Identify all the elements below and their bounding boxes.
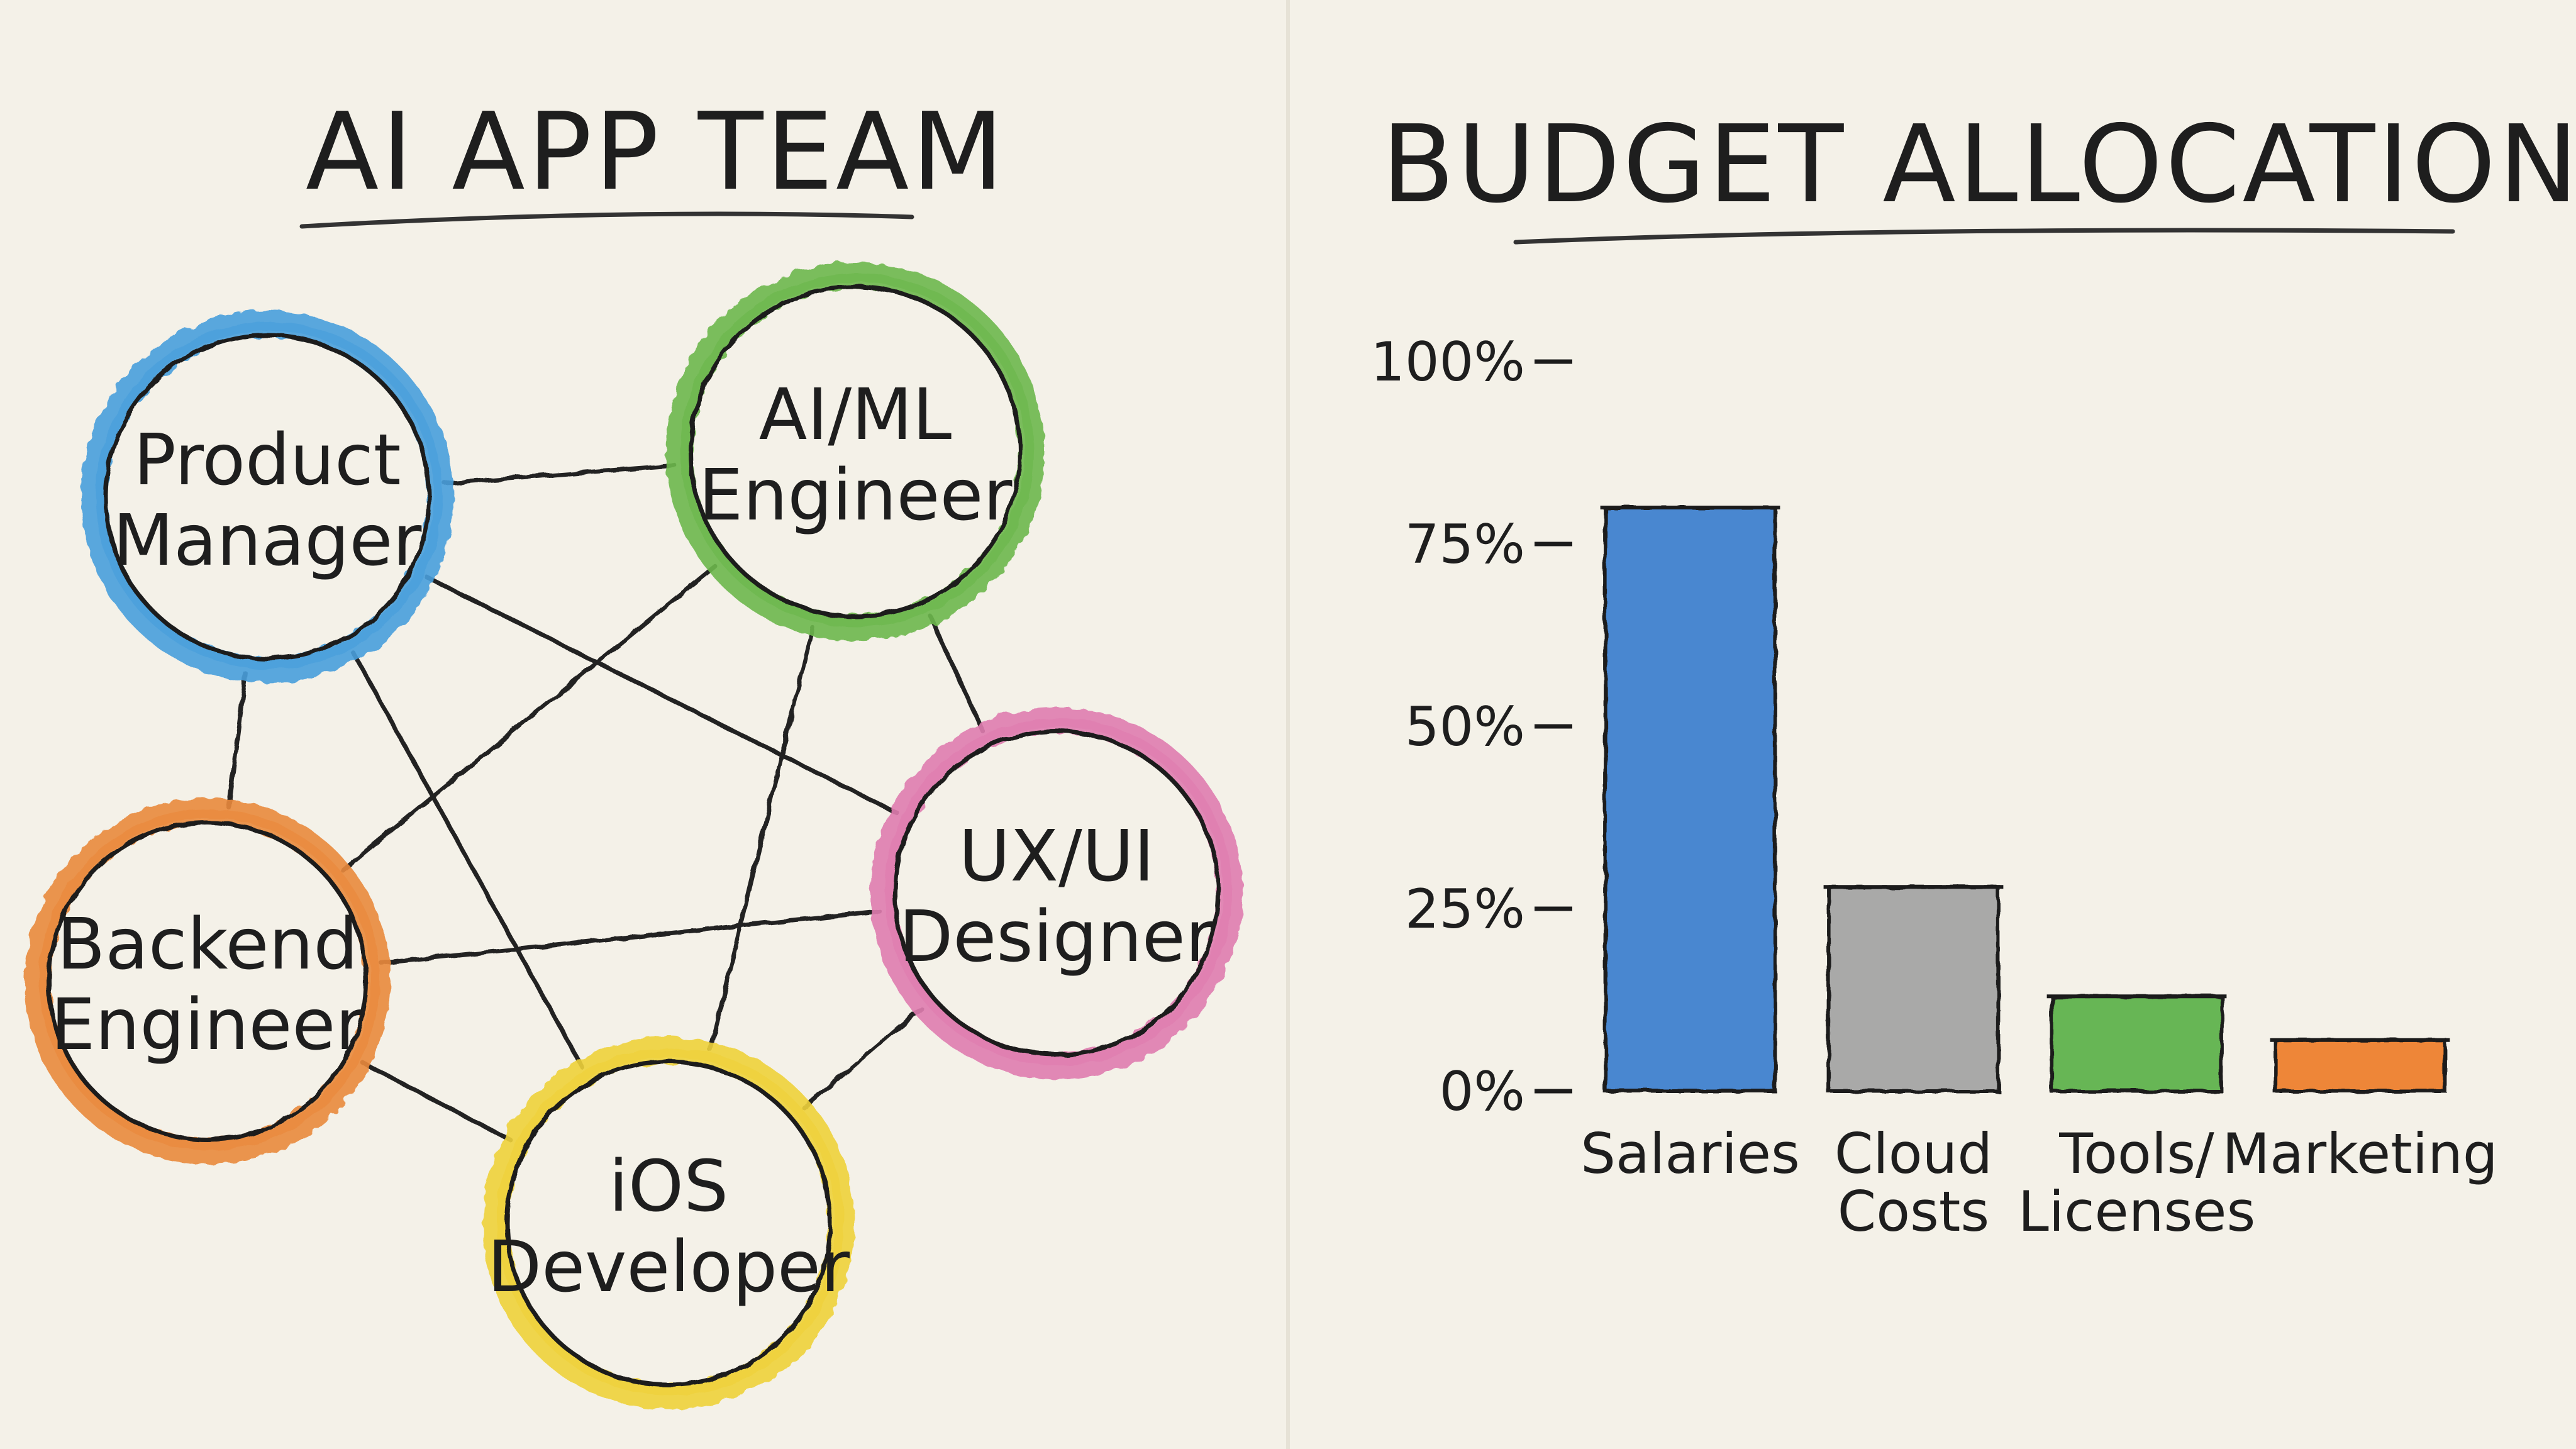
y-ticks: 0% 25% 50% 75% 100% [1370,331,1572,1123]
budget-chart: BUDGET ALLOCATION 0% 25% 50% 75% 100% Salari… [1370,103,2576,1244]
bar-2 [2046,994,2227,1093]
node-ml-label-0: AI/ML [759,374,952,456]
node-be-label-0: Backend [57,904,358,985]
y-tick-label-3: 75% [1405,513,1525,576]
team-diagram: AI APP TEAM ProductManagerAI/MLEngineerU… [25,90,1243,1409]
chart-bars [1600,506,2450,1094]
bar-0 [1600,506,1780,1093]
connection-ml-be [340,564,718,873]
connection-ux-ios [802,1006,923,1111]
node-ios-label-0: iOS [609,1146,728,1228]
team-nodes: ProductManagerAI/MLEngineerUX/UIDesigner… [25,262,1243,1409]
connection-pm-ux [424,574,900,816]
connection-pm-be [226,671,248,810]
y-tick-label-0: 0% [1440,1060,1525,1123]
y-tick-label-4: 100% [1370,331,1525,394]
chart-title-underline [1513,228,2455,245]
x-label-2-1: Licenses [2018,1179,2256,1244]
connection-ml-ux [928,614,985,733]
team-title-underline [299,211,914,229]
node-ml-label-1: Engineer [699,455,1013,536]
x-label-1-0: Cloud [1835,1121,1992,1186]
node-pm-label-1: Manager [113,500,423,582]
node-be-label-1: Engineer [51,984,365,1066]
node-ux-label-1: Designer [899,896,1215,978]
connection-be-ux [379,909,882,965]
connection-be-ios [360,1060,513,1143]
bar-1 [1823,885,2004,1093]
connection-ml-ios [708,625,815,1053]
node-ux-label-0: UX/UI [958,816,1154,897]
x-label-1-1: Costs [1838,1179,1989,1244]
node-pm-label-0: Product [133,419,401,501]
connection-pm-ios [351,650,585,1070]
x-label-2-0: Tools/ [2058,1121,2214,1186]
connections [226,463,985,1143]
x-label-3-0: Marketing [2222,1121,2498,1186]
node-ios-label-1: Developer [487,1226,850,1308]
x-label-0-0: Salaries [1580,1121,1800,1186]
bar-3 [2270,1038,2450,1094]
connection-pm-ml [442,463,677,486]
y-tick-label-2: 50% [1405,696,1525,758]
team-title: AI APP TEAM [306,90,1006,214]
chart-title: BUDGET ALLOCATION [1381,103,2576,227]
y-tick-label-1: 25% [1405,878,1525,941]
